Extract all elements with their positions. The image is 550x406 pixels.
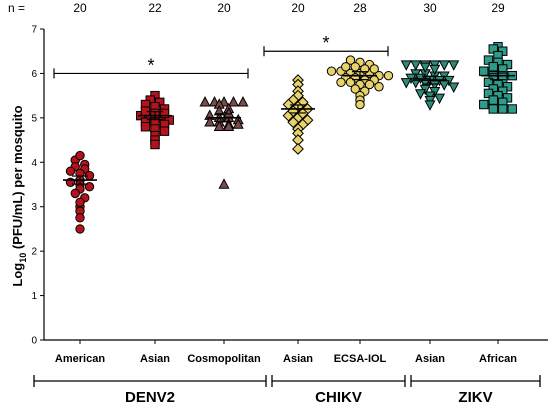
data-point [414,89,427,100]
data-point [479,66,489,76]
category-label: African [479,353,517,365]
data-point [75,150,85,161]
data-point [479,99,489,110]
data-point [364,79,375,90]
data-point [483,88,494,99]
n-value-label: 20 [73,1,87,15]
data-point [140,122,151,132]
data-point [410,60,422,71]
data-point [369,64,379,74]
data-point [433,93,446,105]
category-label: ECSA-IOL [334,353,387,365]
category-label: Asian [140,353,170,365]
data-point [498,64,508,74]
virus-groups: DENV2 CHIKV ZIKV [33,375,541,406]
data-point [429,64,441,76]
data-point [150,139,160,150]
significance-star: * [147,55,154,75]
virus-label: CHIKV [315,389,362,406]
category-label: Asian [415,353,445,365]
category-label: Asian [283,353,313,365]
significance-star: * [322,33,329,53]
data-point [237,96,249,107]
data-point [498,104,508,114]
data-point [448,82,460,94]
n-value-label: 28 [353,1,367,15]
y-ticks: 0 1 2 3 4 5 6 7 [31,25,44,347]
data-point [159,108,170,119]
sample-size-labels: n = 20 22 20 20 28 30 29 [8,1,505,15]
data-point [350,62,360,72]
y-tick-label: 2 [31,247,37,258]
data-point [400,60,412,71]
y-tick-label: 4 [31,158,37,169]
data-point [488,95,498,105]
n-value-label: 20 [217,1,231,15]
data-point [483,77,494,88]
n-value-label: 30 [423,1,437,15]
n-value-label: 29 [491,1,505,15]
data-point [419,62,431,74]
data-point [70,188,80,199]
y-tick-label: 3 [31,202,37,213]
data-point [345,55,356,65]
y-tick-label: 1 [31,291,37,302]
data-point [218,178,230,189]
data-point [400,78,412,89]
data-point [438,80,450,91]
data-point [75,197,85,207]
data-point [341,62,351,72]
data-point [424,100,436,111]
data-point [355,99,365,110]
n-value-label: 22 [148,1,162,15]
data-point [75,213,85,223]
data-point [75,224,85,234]
data-point [65,166,76,176]
data-point [488,104,498,114]
axes [43,29,548,344]
data-point [204,116,216,127]
y-tick-label: 5 [31,113,37,124]
y-tick-label: 7 [31,25,37,36]
data-point [438,60,450,71]
category-label: Cosmopolitan [187,353,261,365]
y-tick-label: 0 [31,336,37,347]
significance-brackets: ** [53,33,389,79]
data-points [65,42,517,234]
data-point [213,120,225,131]
data-point [374,82,384,92]
data-point [507,104,517,114]
data-point [287,116,300,129]
data-point [383,70,394,81]
data-point [292,143,304,155]
data-point [199,96,211,107]
data-point [448,60,460,71]
data-point [223,120,235,131]
data-point [232,118,244,129]
virus-label: ZIKV [458,389,492,406]
data-point [213,104,225,116]
mean-sem-bars [63,71,515,185]
n-value-label: 20 [291,1,305,15]
y-axis-label: Log10 (PFU/mL) per mosquito [10,105,28,286]
data-point [483,55,494,65]
data-point [159,126,170,136]
virus-label: DENV2 [125,389,175,406]
category-label: American [55,353,105,365]
data-point [326,66,337,76]
data-point [488,62,498,72]
category-labels: American Asian Cosmopolitan Asian ECSA-IOL As… [55,353,517,365]
data-point [227,96,240,107]
data-point [336,77,346,88]
n-prefix-label: n = [8,1,25,15]
data-point [488,44,498,54]
data-point [350,84,360,94]
y-tick-label: 6 [31,69,37,80]
